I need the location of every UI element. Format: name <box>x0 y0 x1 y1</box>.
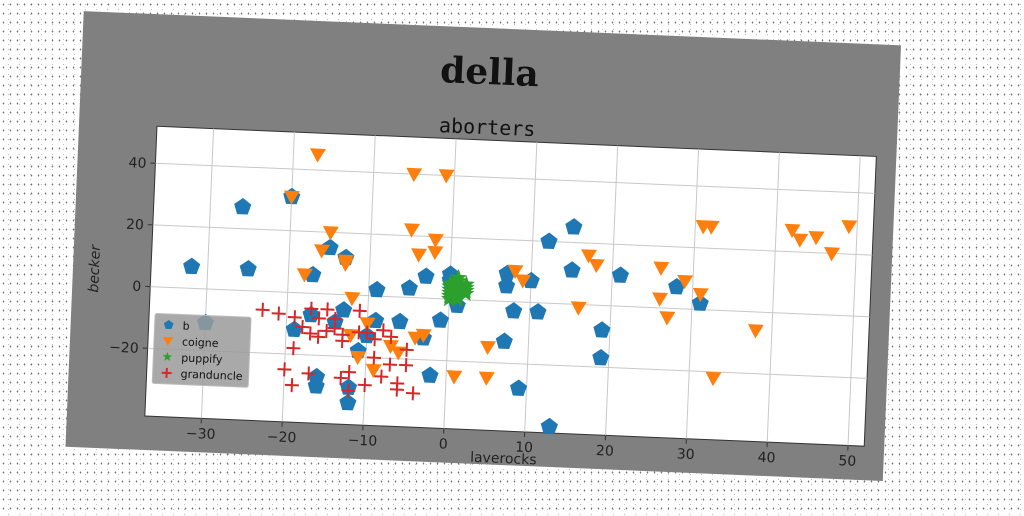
x-tick-label: −20 <box>266 429 296 446</box>
x-tick-label: 30 <box>676 446 694 463</box>
x-tick-label: −10 <box>347 433 377 450</box>
y-tick-label: 40 <box>128 155 146 172</box>
y-tick-label: 0 <box>132 279 142 295</box>
x-tick-label: 0 <box>438 436 448 452</box>
x-tick-label: −30 <box>186 426 216 443</box>
chart-subtitle: aborters <box>439 113 536 141</box>
y-tick-label: 20 <box>126 217 144 234</box>
chart-title: della <box>439 49 539 95</box>
y-axis-label: becker <box>86 243 104 293</box>
x-tick-label: 20 <box>596 443 614 460</box>
legend-label-granduncle: granduncle <box>180 367 243 383</box>
legend-label-coigne: coigne <box>182 336 219 351</box>
x-tick-label: 50 <box>838 453 856 470</box>
legend-label-puppify: puppify <box>181 352 223 367</box>
x-tick-label: 40 <box>757 450 775 467</box>
legend-label-b: b <box>182 320 190 333</box>
y-tick-label: −20 <box>109 340 139 357</box>
x-axis-label: laverocks <box>470 450 537 469</box>
